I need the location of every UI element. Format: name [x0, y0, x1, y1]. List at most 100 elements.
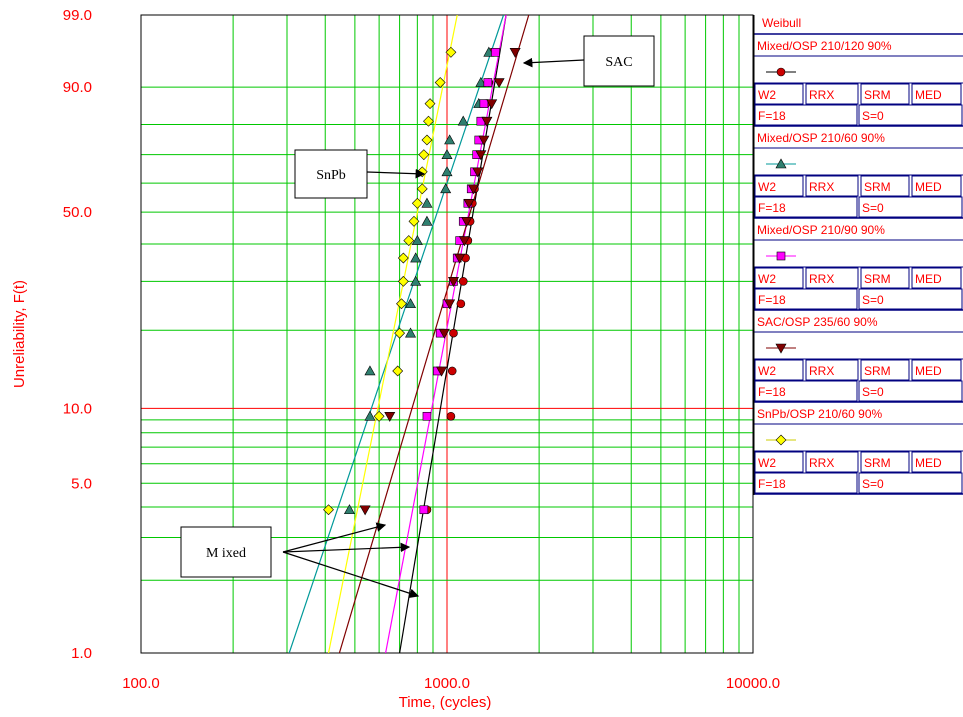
data-point [447, 366, 457, 376]
data-point [479, 99, 489, 108]
data-point [481, 116, 493, 127]
data-point [493, 78, 505, 89]
legend-s-text: S=0 [862, 201, 884, 215]
data-point [405, 298, 417, 309]
x-tick-label: 100.0 [122, 675, 160, 692]
legend-cell-text: W2 [758, 364, 776, 378]
legend-f-text: F=18 [758, 201, 786, 215]
legend-cell [858, 380, 963, 402]
data-point [421, 134, 433, 146]
data-point [394, 327, 406, 339]
data-point [410, 252, 422, 263]
legend-cell-text: MED [915, 456, 942, 470]
data-point [419, 505, 429, 515]
data-point [467, 184, 479, 195]
data-point [418, 149, 430, 161]
legend-cell-text: MED [915, 180, 942, 194]
series-points [323, 46, 457, 516]
data-point [472, 167, 484, 178]
plot-area: 99.0 90.0 50.0 10.0 5.0 1.0 100.0 1000.0 10000.0… [63, 7, 780, 692]
data-point [458, 236, 470, 247]
data-point [434, 77, 446, 88]
legend-marker [776, 67, 786, 77]
y-tick-label: 90.0 [63, 79, 92, 96]
legend-cell [860, 175, 910, 197]
legend-cell [911, 83, 962, 105]
legend-series-name: SAC/OSP 235/60 90% [757, 315, 878, 329]
legend-cell-text: W2 [758, 272, 776, 286]
legend-cell [754, 83, 804, 105]
data-point [424, 98, 436, 110]
legend-f-text: F=18 [758, 477, 786, 491]
x-axis-label: Time, (cycles) [399, 694, 492, 711]
series-points [343, 46, 495, 515]
legend-cell [858, 104, 963, 126]
data-point [411, 197, 423, 209]
callout-arrow [282, 551, 420, 598]
legend-f-text: F=18 [758, 385, 786, 399]
legend-cell-text: SRM [864, 364, 891, 378]
legend-cell [754, 380, 858, 402]
legend-title: Weibull [762, 16, 801, 30]
data-point [408, 215, 420, 227]
legend-cell [805, 267, 859, 289]
callout-box [180, 526, 272, 578]
fit-line [327, 15, 458, 653]
data-point [411, 234, 423, 245]
data-point [483, 78, 493, 87]
legend-cell [754, 451, 804, 473]
legend-cell [754, 472, 858, 494]
callout: SAC [522, 35, 655, 87]
data-point [373, 410, 385, 422]
legend-cell [911, 267, 962, 289]
data-point [463, 198, 475, 209]
legend-marker [775, 158, 787, 169]
data-point [436, 366, 448, 377]
legend-s-text: S=0 [862, 109, 884, 123]
legend-cell-text: SRM [864, 456, 891, 470]
legend-cell [860, 267, 910, 289]
data-point [461, 217, 473, 227]
data-point [454, 253, 466, 264]
legend-cell [860, 359, 910, 381]
legend-marker [776, 251, 786, 261]
data-point [475, 150, 487, 161]
callout: SnPb [294, 149, 426, 199]
legend-cell-text: SRM [864, 88, 891, 102]
data-point [397, 275, 409, 287]
data-point [403, 235, 415, 247]
legend-cell-text: W2 [758, 180, 776, 194]
legend-s-text: S=0 [862, 293, 884, 307]
legend-cell [754, 104, 858, 126]
callout-arrow [282, 542, 411, 553]
legend-cell [754, 288, 858, 310]
data-point [509, 47, 521, 58]
legend-cell [911, 175, 962, 197]
y-tick-label: 10.0 [63, 400, 92, 417]
data-point [364, 365, 376, 376]
y-tick-label: 1.0 [71, 645, 92, 662]
data-point [416, 183, 428, 195]
x-tick-label: 10000.0 [726, 675, 780, 692]
legend-cell-text: W2 [758, 88, 776, 102]
legend-series-name: Mixed/OSP 210/90 90% [757, 223, 885, 237]
plot-frame [140, 14, 754, 654]
data-point [449, 328, 458, 338]
legend-marker [775, 343, 787, 354]
y-tick-label: 5.0 [71, 475, 92, 492]
data-point [422, 411, 432, 421]
data-point [445, 46, 457, 58]
legend-series-name: Mixed/OSP 210/120 90% [757, 39, 892, 53]
data-point [405, 327, 417, 338]
legend-cell [858, 196, 963, 218]
data-point [423, 115, 434, 127]
legend-s-text: S=0 [862, 385, 884, 399]
legend-cell-text: RRX [809, 364, 834, 378]
data-point [446, 411, 456, 421]
callout-arrow [282, 522, 387, 553]
data-point [444, 299, 456, 310]
legend-cell-text: MED [915, 364, 942, 378]
fit-line [338, 15, 530, 653]
legend-cell [858, 288, 963, 310]
legend-cell [805, 83, 859, 105]
